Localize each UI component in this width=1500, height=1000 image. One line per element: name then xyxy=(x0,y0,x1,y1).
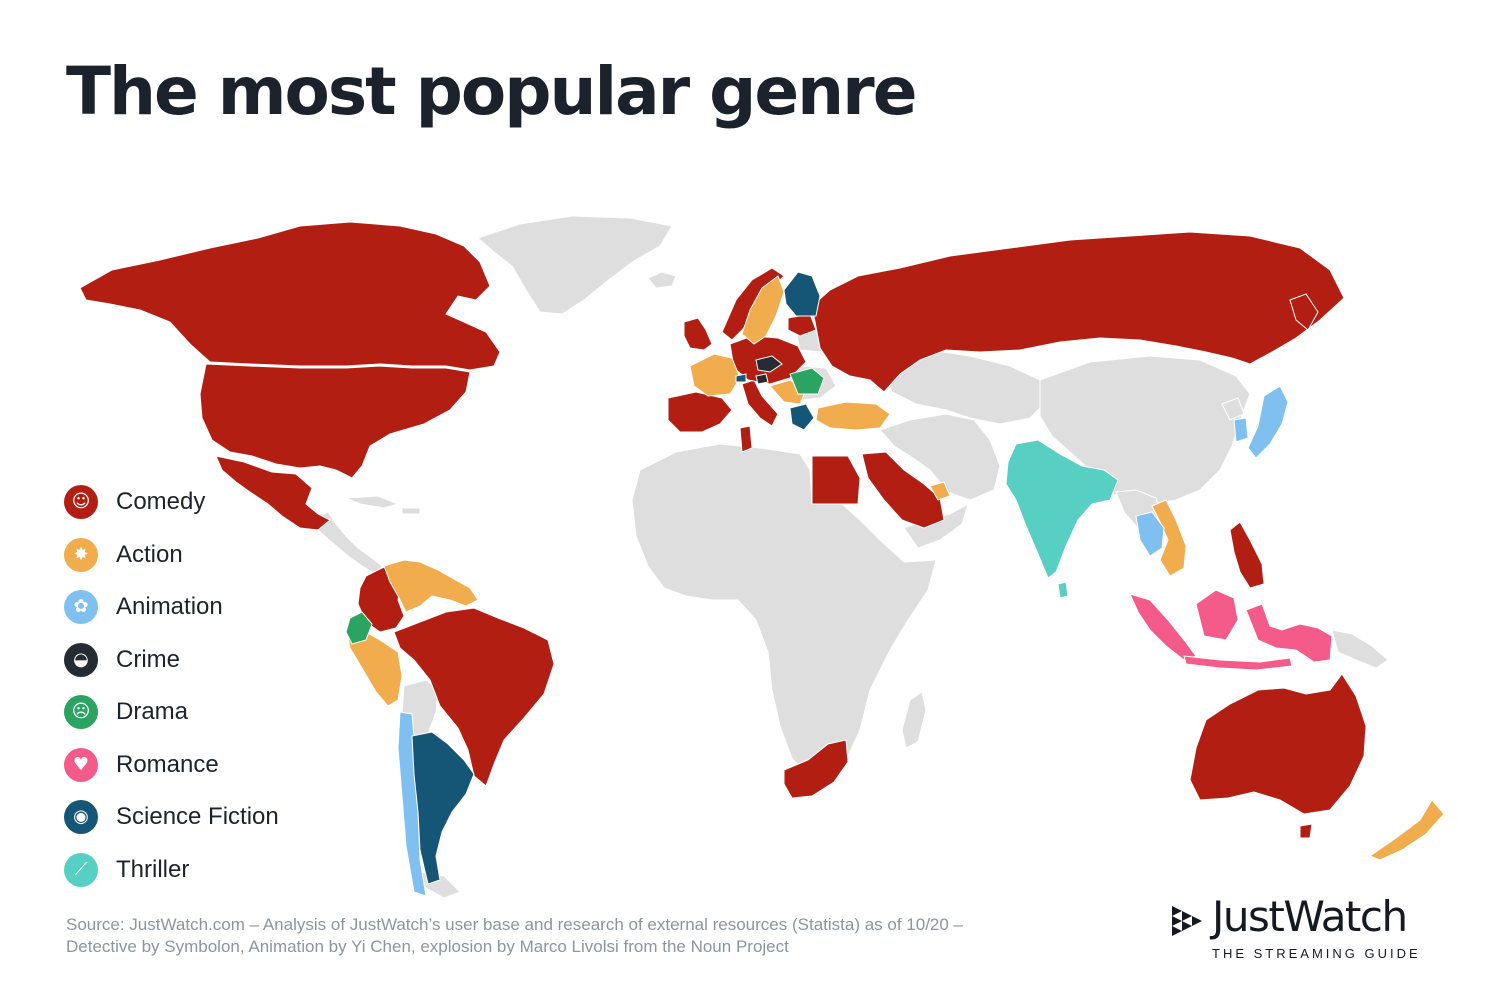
legend-label: Thriller xyxy=(116,855,190,883)
heart-icon: ♥ xyxy=(64,747,98,782)
region-argentina-uruguay xyxy=(411,731,475,885)
region-egypt xyxy=(811,455,861,505)
justwatch-logo[interactable]: JustWatch THE STREAMING GUIDE xyxy=(1168,892,1438,968)
region-brazil-bolivia xyxy=(393,607,555,787)
play-triangles-icon xyxy=(1172,906,1202,936)
region-iceland xyxy=(647,271,677,289)
region-central-asia xyxy=(879,349,1049,425)
region-italy xyxy=(741,379,779,427)
knife-icon: ⟋ xyxy=(64,852,98,887)
region-japan xyxy=(1247,385,1289,459)
legend-item-science-fiction: ◉ Science Fiction xyxy=(64,791,364,844)
region-south-africa xyxy=(783,739,849,799)
region-arabia xyxy=(861,451,945,529)
region-africa-north xyxy=(631,443,937,779)
region-north-korea xyxy=(1221,397,1245,421)
region-france-benelux xyxy=(689,353,741,397)
region-iberia xyxy=(667,391,733,433)
region-turkey xyxy=(815,401,891,431)
brand-tagline: THE STREAMING GUIDE xyxy=(1212,946,1421,961)
region-new-zealand xyxy=(1368,799,1445,861)
source-note: Source: JustWatch.com – Analysis of Just… xyxy=(66,915,964,956)
legend-label: Romance xyxy=(116,750,219,778)
page-title: The most popular genre xyxy=(66,53,917,130)
no-data-regions xyxy=(311,215,1389,899)
region-uk-ireland xyxy=(683,317,713,351)
region-india xyxy=(1005,439,1119,579)
legend-label: Crime xyxy=(116,645,180,673)
region-tunisia xyxy=(739,425,753,453)
legend-label: Action xyxy=(116,540,183,568)
region-slovenia xyxy=(755,373,769,385)
genre-action-regions xyxy=(345,275,1445,861)
genre-crime-regions xyxy=(755,355,783,385)
region-canada-alaska xyxy=(79,221,501,371)
genre-animation-regions xyxy=(397,385,1289,897)
region-java-islands xyxy=(1183,655,1293,671)
region-borneo xyxy=(1195,589,1239,641)
region-thailand xyxy=(1135,511,1165,557)
detective-icon: ◒ xyxy=(64,642,98,677)
legend-label: Animation xyxy=(116,593,223,621)
legend-item-animation: ✿ Animation xyxy=(64,581,364,634)
region-russia-ukraine xyxy=(811,231,1345,393)
region-caribbean-cuba xyxy=(345,495,400,509)
legend-item-romance: ♥ Romance xyxy=(64,739,364,792)
region-caribbean-hispaniola xyxy=(401,507,421,515)
region-tasmania xyxy=(1299,823,1313,839)
region-middle-east xyxy=(879,413,1001,501)
legend-label: Drama xyxy=(116,698,189,726)
region-greece xyxy=(789,403,815,431)
legend-item-action: ✸ Action xyxy=(64,529,364,582)
region-central-america xyxy=(311,511,383,575)
region-greenland xyxy=(477,215,673,315)
region-kamchatka xyxy=(1289,293,1319,331)
region-sulawesi-papua xyxy=(1245,603,1333,663)
genre-comedy-regions xyxy=(79,221,1367,839)
legend-item-comedy: ☺ Comedy xyxy=(64,476,364,529)
region-china-mongolia xyxy=(1039,355,1251,505)
region-venezuela-guianas xyxy=(383,559,479,613)
region-czech-republic xyxy=(755,355,783,373)
region-peru xyxy=(345,627,403,707)
region-uae xyxy=(929,481,951,501)
explosion-icon: ✸ xyxy=(64,537,98,572)
region-mexico xyxy=(215,455,331,531)
region-papua-east xyxy=(1331,629,1389,669)
region-ecuador xyxy=(345,611,373,645)
brand-name: JustWatch xyxy=(1212,892,1408,941)
comedy-masks-icon: ☺ xyxy=(64,485,98,520)
genre-drama-regions xyxy=(345,367,825,645)
ufo-icon: ◉ xyxy=(64,800,98,835)
region-sri-lanka xyxy=(1057,581,1069,599)
genre-legend: ☺ Comedy ✸ Action ✿ Animation ◒ Crime ☹ … xyxy=(64,476,364,896)
legend-item-drama: ☹ Drama xyxy=(64,686,364,739)
region-sumatra-malaysia xyxy=(1129,593,1197,661)
region-romania xyxy=(789,367,825,395)
region-finland xyxy=(783,271,821,317)
legend-label: Comedy xyxy=(116,488,206,516)
region-philippines xyxy=(1229,521,1265,589)
region-united-states xyxy=(199,363,471,479)
region-australia xyxy=(1189,673,1367,815)
genre-thriller-regions xyxy=(1005,439,1119,599)
legend-label: Science Fiction xyxy=(116,803,279,831)
animation-character-icon: ✿ xyxy=(64,590,98,625)
region-madagascar xyxy=(901,691,927,749)
legend-item-thriller: ⟋ Thriller xyxy=(64,844,364,897)
genre-science-fiction-regions xyxy=(411,271,821,885)
region-liechtenstein xyxy=(735,373,747,383)
region-south-korea xyxy=(1233,417,1249,443)
drama-masks-icon: ☹ xyxy=(64,695,98,730)
legend-item-crime: ◒ Crime xyxy=(64,634,364,687)
genre-romance-regions xyxy=(1129,589,1333,671)
